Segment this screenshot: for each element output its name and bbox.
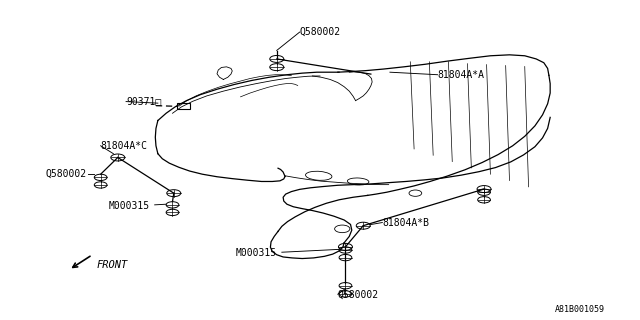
Text: FRONT: FRONT [96, 260, 127, 270]
Text: 81804A*A: 81804A*A [438, 70, 484, 80]
Text: Q580002: Q580002 [45, 169, 86, 179]
Text: 81804A*C: 81804A*C [100, 141, 148, 151]
Text: A81B001059: A81B001059 [556, 305, 605, 314]
Text: M000315: M000315 [236, 248, 277, 258]
Text: 90371□: 90371□ [126, 97, 161, 107]
Text: 81804A*B: 81804A*B [382, 218, 429, 228]
Text: Q580002: Q580002 [300, 27, 340, 37]
Text: Q580002: Q580002 [338, 290, 379, 300]
Text: M000315: M000315 [109, 201, 150, 211]
